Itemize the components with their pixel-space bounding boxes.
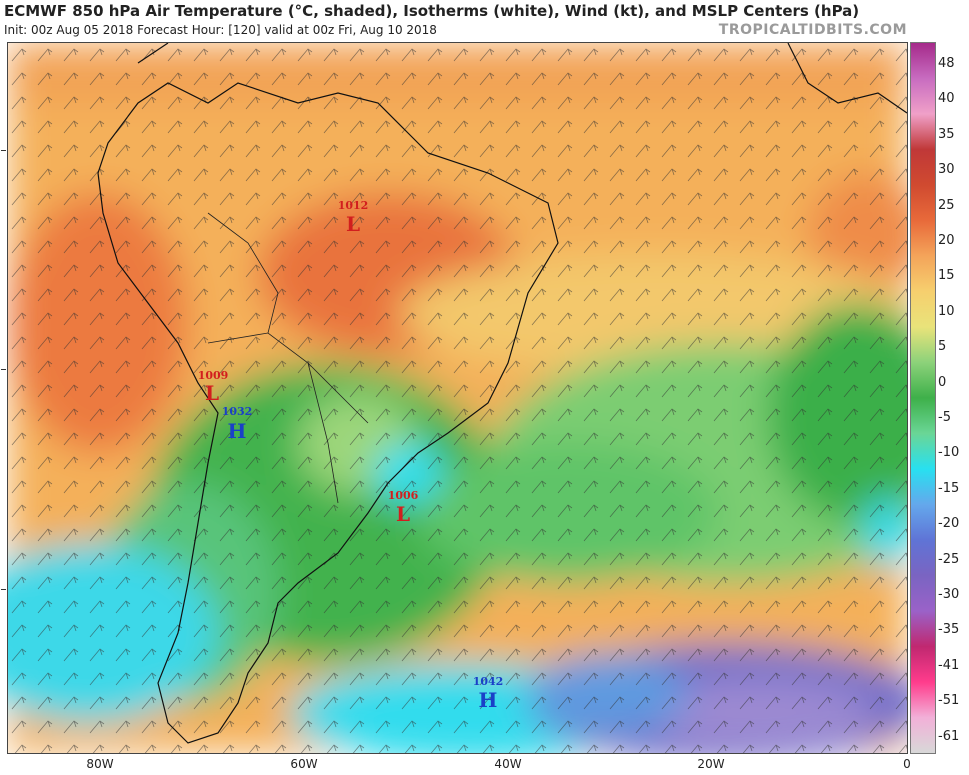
colorbar-label: 20 bbox=[938, 233, 955, 248]
x-tick-label: 0 bbox=[903, 757, 911, 771]
colorbar-label: 15 bbox=[938, 268, 955, 284]
source-credit: TROPICALTIDBITS.COM bbox=[718, 22, 907, 38]
country-borders bbox=[207, 212, 369, 504]
high-center-andes-value: 1032 bbox=[222, 405, 253, 418]
pressure-centers: 1012 L 1009 L 1032 H 1006 L 1042 H bbox=[198, 199, 504, 712]
high-center-andes-letter: H bbox=[228, 419, 247, 443]
colorbar-label: -30 bbox=[938, 587, 960, 602]
y-tick bbox=[1, 369, 6, 370]
colorbar-label: 10 bbox=[938, 303, 955, 319]
colorbar-label: -15 bbox=[938, 480, 960, 496]
colorbar-label: -41 bbox=[938, 657, 960, 673]
colorbar-label: -20 bbox=[938, 516, 960, 532]
south-america-coastline bbox=[97, 43, 559, 744]
x-tick-label: 60W bbox=[290, 757, 318, 771]
weather-map: 1012 L 1009 L 1032 H 1006 L 1042 H bbox=[7, 42, 908, 754]
x-tick-label: 40W bbox=[494, 757, 522, 771]
map-title: ECMWF 850 hPa Air Temperature (°C, shade… bbox=[4, 2, 860, 20]
x-tick-label: 20W bbox=[697, 757, 725, 771]
low-center-brazil-value: 1012 bbox=[338, 199, 369, 212]
colorbar-label: -51 bbox=[938, 693, 960, 709]
colorbar-labels: 48 40 35 30 25 20 15 10 5 0 -5 -10 -15 -20 -25 -30 -35 -4… bbox=[938, 42, 968, 754]
high-center-atlantic-value: 1042 bbox=[473, 675, 504, 688]
header: ECMWF 850 hPa Air Temperature (°C, shade… bbox=[0, 0, 969, 42]
colorbar-label: 5 bbox=[938, 339, 947, 355]
colorbar-label: -35 bbox=[938, 622, 960, 638]
colorbar-label: -61 bbox=[938, 728, 960, 744]
colorbar bbox=[910, 42, 936, 754]
colorbar-label: 35 bbox=[938, 126, 955, 142]
high-center-atlantic-letter: H bbox=[479, 688, 498, 712]
colorbar-label: -10 bbox=[938, 445, 960, 461]
y-tick bbox=[1, 589, 6, 590]
y-tick bbox=[1, 150, 6, 151]
africa-coastline bbox=[787, 43, 907, 114]
colorbar-label: 0 bbox=[938, 374, 947, 390]
colorbar-label: 30 bbox=[938, 162, 955, 178]
colorbar-label: -25 bbox=[938, 551, 960, 567]
map-subtitle: Init: 00z Aug 05 2018 Forecast Hour: [12… bbox=[4, 23, 437, 37]
x-tick-label: 80W bbox=[86, 757, 114, 771]
low-center-uruguay-letter: L bbox=[396, 502, 410, 526]
low-center-uruguay-value: 1006 bbox=[388, 489, 419, 502]
colorbar-label: 40 bbox=[938, 91, 955, 107]
colorbar-label: 25 bbox=[938, 197, 955, 213]
low-center-chile-value: 1009 bbox=[198, 369, 229, 382]
low-center-brazil-letter: L bbox=[346, 212, 360, 236]
wind-barbs bbox=[8, 43, 907, 753]
low-center-chile-letter: L bbox=[205, 381, 219, 405]
colorbar-label: -5 bbox=[938, 410, 951, 425]
map-svg: 1012 L 1009 L 1032 H 1006 L 1042 H bbox=[8, 43, 907, 753]
x-axis: 80W 60W 40W 20W 0 bbox=[7, 756, 911, 775]
colorbar-label: 48 bbox=[938, 56, 955, 71]
